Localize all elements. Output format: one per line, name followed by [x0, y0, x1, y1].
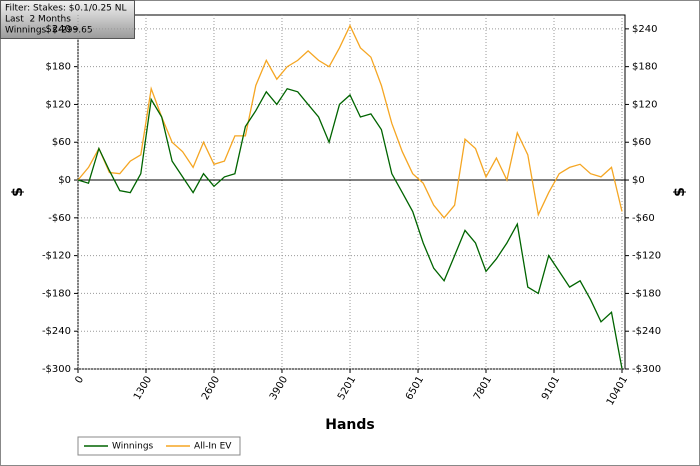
- legend-label: All-In EV: [194, 442, 232, 452]
- y2-axis-title: $: [672, 187, 688, 197]
- y-tick-label: $180: [46, 62, 71, 73]
- legend-label: Winnings: [112, 442, 154, 452]
- info-bg: [0, 0, 135, 39]
- legend-box: [77, 436, 241, 456]
- y2-tick-label: $120: [632, 99, 657, 110]
- x-axis-title: Hands: [325, 417, 375, 433]
- x-tick-label: 0: [73, 375, 86, 386]
- y2-tick-label: $240: [632, 24, 657, 35]
- y-tick-label: -$240: [42, 326, 71, 337]
- y2-tick-label: $180: [632, 62, 657, 73]
- y2-tick-label: $60: [632, 137, 651, 148]
- info-box: Filter: Stakes: $0.1/0.25 NL Last 2 Mont…: [0, 0, 135, 39]
- y2-tick-label: -$300: [632, 364, 661, 375]
- info-line: Last 2 Months: [5, 15, 71, 25]
- y2-tick-label: -$60: [632, 213, 655, 224]
- info-line: Filter: Stakes: $0.1/0.25 NL: [5, 4, 127, 14]
- y-tick-label: $120: [46, 99, 71, 110]
- y-tick-label: -$60: [48, 213, 71, 224]
- y-tick-label: -$300: [42, 364, 71, 375]
- y2-tick-label: $0: [632, 175, 645, 186]
- y-tick-label: $240: [46, 24, 71, 35]
- series-line: [77, 24, 623, 219]
- info-line: Winnings: $-299.65: [5, 26, 93, 36]
- y2-tick-label: -$120: [632, 251, 661, 262]
- y-tick-label: -$120: [42, 251, 71, 262]
- y-tick-label: $60: [52, 137, 71, 148]
- series-line: [77, 87, 623, 369]
- y-tick-label: $0: [58, 175, 71, 186]
- y-axis-title: $: [10, 187, 26, 197]
- y-tick-label: -$180: [42, 288, 71, 299]
- y2-tick-label: -$240: [632, 326, 661, 337]
- y2-tick-label: -$180: [632, 288, 661, 299]
- plot-area: [77, 14, 626, 370]
